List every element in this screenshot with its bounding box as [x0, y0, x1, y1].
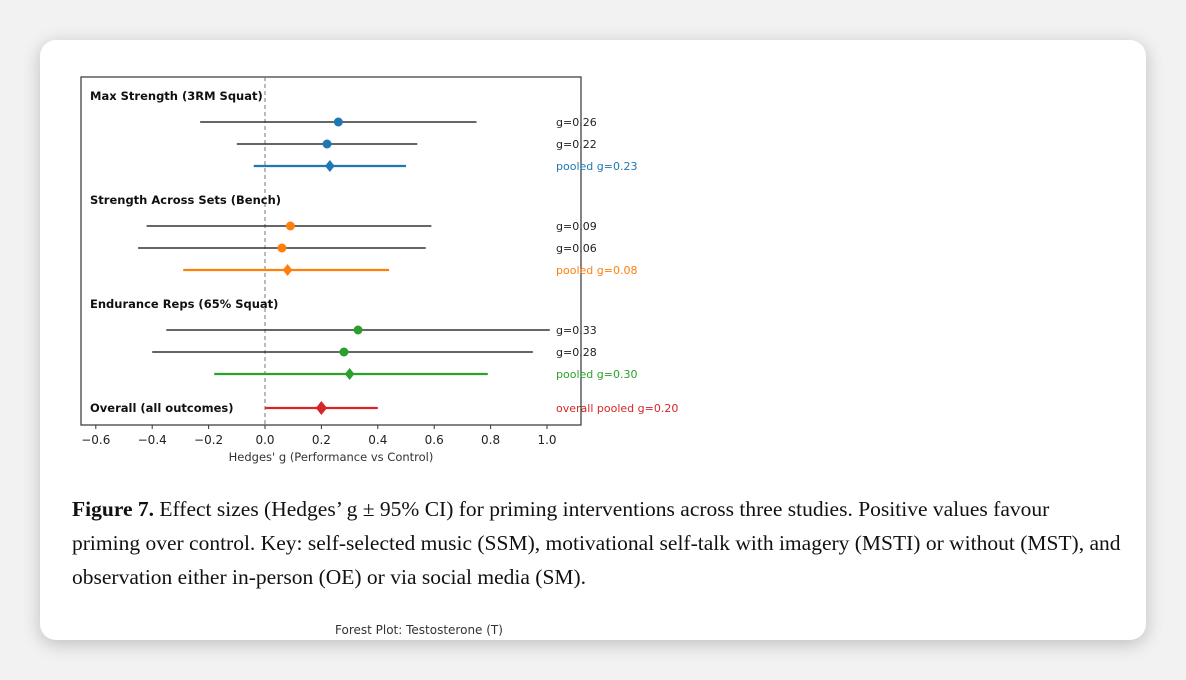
effect-label: g=0.09 — [556, 220, 597, 233]
pooled-diamond — [282, 264, 293, 276]
group-title: Strength Across Sets (Bench) — [90, 193, 281, 207]
x-tick-label: −0.6 — [81, 433, 110, 447]
figure-caption: Figure 7. Effect sizes (Hedges’ g ± 95% … — [72, 492, 1122, 594]
x-tick-label: −0.4 — [138, 433, 167, 447]
effect-label: g=0.06 — [556, 242, 597, 255]
group-title: Endurance Reps (65% Squat) — [90, 297, 278, 311]
study-point — [353, 325, 363, 335]
effect-label: pooled g=0.23 — [556, 160, 637, 173]
figure-card: −0.6 −0.4 −0.2 0.0 0.2 0.4 0.6 0.8 1.0 Hedges' g … — [40, 40, 1146, 640]
study-point — [285, 221, 295, 231]
effect-label: g=0.22 — [556, 138, 597, 151]
effect-label: g=0.26 — [556, 116, 597, 129]
x-tick-label: 1.0 — [537, 433, 556, 447]
study-point — [333, 117, 343, 127]
x-tick-label: 0.8 — [481, 433, 500, 447]
x-tick-label: 0.0 — [255, 433, 274, 447]
x-tick-label: 0.6 — [425, 433, 444, 447]
effect-label: pooled g=0.08 — [556, 264, 637, 277]
group-title: Overall (all outcomes) — [90, 401, 233, 415]
x-axis-label: Hedges' g (Performance vs Control) — [229, 450, 434, 464]
study-point — [277, 243, 287, 253]
effect-label: overall pooled g=0.20 — [556, 402, 678, 415]
pooled-diamond — [315, 401, 327, 415]
caption-label: Figure 7. — [72, 497, 155, 521]
study-point — [322, 139, 332, 149]
forest-plot: −0.6 −0.4 −0.2 0.0 0.2 0.4 0.6 0.8 1.0 Hedges' g … — [80, 76, 678, 464]
x-tick-label: −0.2 — [194, 433, 223, 447]
x-tick-label: 0.2 — [312, 433, 331, 447]
effect-label: g=0.33 — [556, 324, 597, 337]
next-figure-title: Forest Plot: Testosterone (T) — [335, 623, 503, 637]
caption-text: Effect sizes (Hedges’ g ± 95% CI) for pr… — [72, 497, 1121, 589]
plot-frame — [80, 76, 582, 426]
effect-label: pooled g=0.30 — [556, 368, 637, 381]
x-tick-label: 0.4 — [368, 433, 387, 447]
effect-label: g=0.28 — [556, 346, 597, 359]
pooled-diamond — [325, 160, 335, 172]
study-point — [339, 347, 349, 357]
group-title: Max Strength (3RM Squat) — [90, 89, 263, 103]
pooled-diamond — [344, 368, 355, 380]
